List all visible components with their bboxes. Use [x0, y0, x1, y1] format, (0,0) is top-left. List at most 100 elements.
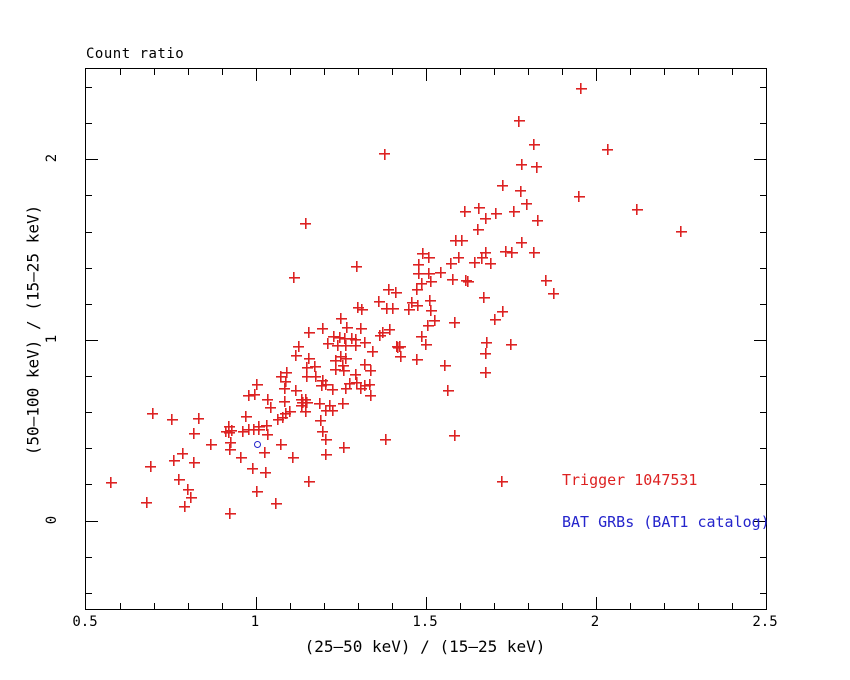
axis-tick	[86, 412, 92, 413]
data-point-plus	[449, 429, 461, 441]
axis-tick	[698, 69, 699, 75]
data-point-plus	[381, 302, 393, 314]
axis-tick	[290, 603, 291, 609]
data-point-plus	[279, 395, 291, 407]
data-point-plus	[478, 291, 490, 303]
data-point-plus	[328, 330, 340, 342]
data-point-plus	[480, 212, 492, 224]
axis-tick	[528, 603, 529, 609]
axis-tick	[358, 69, 359, 75]
data-point-plus	[675, 225, 687, 237]
data-point-plus	[262, 429, 274, 441]
data-point-plus	[383, 283, 395, 295]
data-point-plus	[365, 364, 377, 376]
data-point-plus	[425, 275, 437, 287]
axis-tick	[630, 69, 631, 75]
data-point-plus	[332, 339, 344, 351]
data-point-plus	[521, 198, 533, 210]
data-point-plus	[188, 457, 200, 469]
data-point-plus	[281, 366, 293, 378]
y-axis-label: (50–100 keV) / (15–25 keV)	[23, 204, 43, 456]
data-point-plus	[338, 442, 350, 454]
axis-tick	[86, 232, 92, 233]
data-point-plus	[365, 389, 377, 401]
axis-tick	[86, 304, 92, 305]
data-point-plus	[480, 246, 492, 258]
data-point-plus	[406, 296, 418, 308]
data-point-plus	[260, 466, 272, 478]
data-point-plus	[320, 448, 332, 460]
axis-tick	[392, 603, 393, 609]
axis-tick	[324, 603, 325, 609]
data-point-plus	[247, 462, 259, 474]
data-point-plus	[442, 384, 454, 396]
axis-tick	[120, 603, 121, 609]
data-point-plus	[275, 438, 287, 450]
axis-tick	[760, 448, 766, 449]
axis-tick	[596, 597, 597, 609]
data-point-plus	[193, 412, 205, 424]
data-point-plus	[412, 299, 424, 311]
data-point-plus	[459, 205, 471, 217]
axis-tick	[760, 376, 766, 377]
data-point-plus	[496, 475, 508, 487]
axis-tick	[528, 69, 529, 75]
data-point-plus	[480, 366, 492, 378]
axis-tick	[732, 69, 733, 75]
data-point-plus	[337, 397, 349, 409]
data-point-plus	[249, 388, 261, 400]
plot-area	[85, 68, 767, 610]
data-point-plus	[355, 382, 367, 394]
data-point-plus	[224, 444, 236, 456]
data-point-plus	[173, 474, 185, 485]
data-point-plus	[327, 383, 339, 395]
data-point-plus	[141, 496, 153, 508]
data-point-plus	[435, 266, 447, 278]
data-point-plus	[429, 314, 441, 326]
data-point-plus	[373, 295, 385, 307]
legend-entry-trigger: Trigger 1047531	[562, 471, 698, 489]
data-point-plus	[303, 352, 315, 364]
axis-tick	[460, 603, 461, 609]
data-point-plus	[177, 448, 189, 459]
data-point-plus	[379, 148, 391, 160]
data-point-plus	[303, 326, 315, 338]
data-point-plus	[251, 379, 263, 390]
data-point-plus	[485, 257, 497, 269]
data-point-plus	[270, 498, 282, 510]
axis-tick	[222, 603, 223, 609]
data-point-plus	[205, 438, 217, 450]
x-tick-label: 2.5	[752, 614, 778, 630]
data-point-plus	[330, 354, 342, 366]
data-point-plus	[341, 321, 353, 333]
axis-tick	[86, 448, 92, 449]
data-point-plus	[449, 316, 461, 328]
data-point-plus	[185, 492, 197, 504]
data-point-plus	[277, 411, 289, 423]
data-point-plus	[301, 370, 313, 382]
data-point-plus	[335, 312, 347, 324]
data-point-plus	[359, 358, 371, 370]
data-point-plus	[235, 451, 247, 463]
data-point-plus	[296, 399, 308, 411]
axis-tick	[86, 159, 98, 160]
data-point-plus	[251, 485, 263, 497]
axis-tick	[188, 69, 189, 75]
axis-tick	[426, 69, 427, 81]
data-point-plus	[490, 207, 502, 219]
x-tick-label: 2	[590, 614, 600, 630]
data-point-plus	[473, 202, 485, 214]
axis-tick	[630, 603, 631, 609]
data-point-plus	[573, 190, 585, 202]
data-point-plus	[188, 427, 200, 439]
data-point-plus	[390, 286, 402, 298]
data-point-plus	[450, 234, 462, 246]
data-point-plus	[456, 234, 468, 246]
data-point-plus	[497, 179, 509, 191]
axis-tick	[664, 69, 665, 75]
data-point-plus	[315, 414, 327, 426]
axis-tick	[494, 69, 495, 75]
axis-tick	[760, 87, 766, 88]
data-point-plus	[322, 337, 334, 349]
